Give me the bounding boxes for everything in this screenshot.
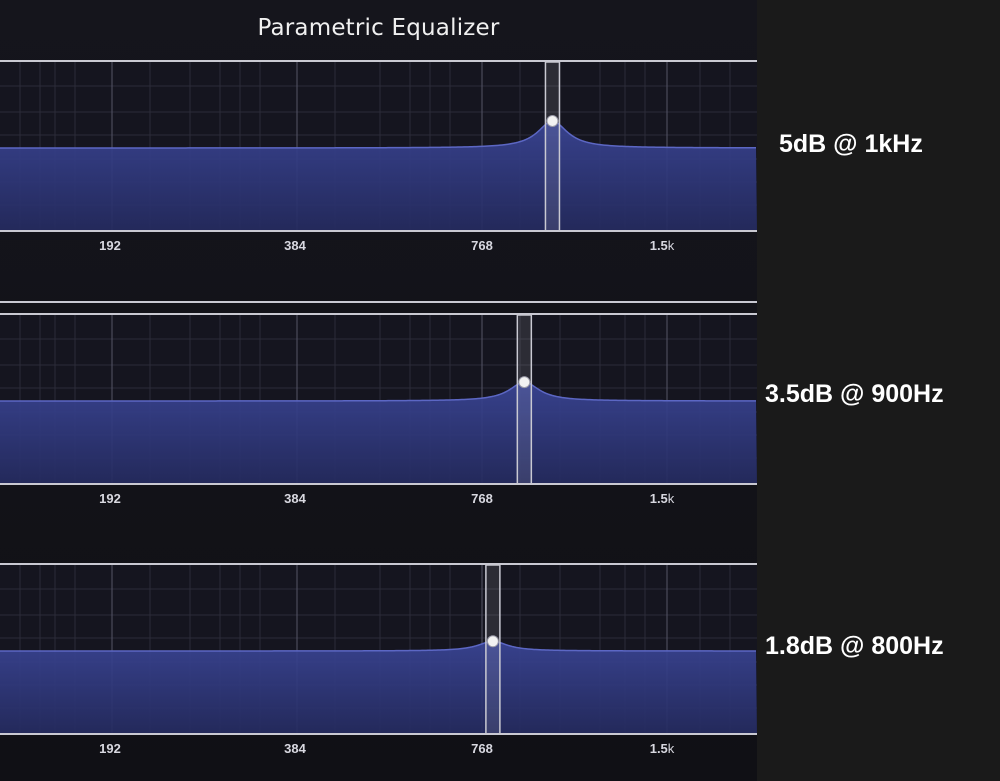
frequency-axis: 192 384 768 1.5k — [0, 485, 757, 515]
freq-tick-value: 192 — [99, 238, 121, 253]
freq-tick-value: 1.5 — [649, 238, 668, 253]
freq-tick-label: 1.5k — [650, 491, 675, 506]
eq-curve-fill — [0, 121, 757, 230]
freq-tick-label: 384 — [284, 491, 306, 506]
freq-tick-label: 192 — [99, 238, 121, 253]
freq-tick-label: 384 — [284, 741, 306, 756]
eq-graph-canvas — [0, 565, 757, 735]
band-selector[interactable] — [516, 315, 533, 485]
eq-graph-canvas — [0, 62, 757, 232]
eq-graph[interactable] — [0, 60, 757, 232]
band-annotation: 5dB @ 1kHz — [779, 130, 923, 158]
band-handle[interactable] — [546, 115, 559, 127]
band-handle[interactable] — [486, 635, 499, 648]
freq-tick-value: 1.5 — [649, 741, 668, 756]
band-selector[interactable] — [485, 565, 501, 735]
freq-tick-label: 768 — [471, 741, 493, 756]
freq-tick-value: 1.5 — [649, 491, 668, 506]
panel-divider — [0, 301, 757, 303]
eq-curve-fill — [0, 382, 757, 483]
eq-curve — [0, 640, 756, 652]
freq-tick-value: 768 — [471, 238, 493, 253]
freq-tick-value: 768 — [471, 491, 493, 506]
freq-tick-unit: k — [667, 491, 675, 506]
window-title: Parametric Equalizer — [257, 15, 500, 41]
band-annotation: 3.5dB @ 900Hz — [765, 380, 944, 408]
frequency-axis: 192 384 768 1.5k — [0, 232, 757, 262]
freq-tick-label: 1.5k — [650, 741, 675, 756]
eq-graph[interactable] — [0, 313, 757, 485]
freq-tick-label: 384 — [284, 238, 306, 253]
freq-tick-label: 192 — [99, 491, 121, 506]
freq-tick-value: 768 — [471, 741, 493, 756]
band-selector[interactable] — [544, 62, 561, 232]
frequency-axis: 192 384 768 1.5k — [0, 735, 757, 765]
freq-tick-value: 384 — [284, 741, 306, 756]
eq-graph-canvas — [0, 315, 757, 485]
eq-graph[interactable] — [0, 563, 757, 735]
eq-curve — [0, 120, 756, 149]
band-handle[interactable] — [518, 376, 531, 389]
freq-tick-unit: k — [667, 238, 675, 253]
freq-tick-value: 384 — [284, 238, 306, 253]
eq-curve — [0, 381, 757, 402]
freq-tick-label: 1.5k — [650, 238, 675, 253]
band-annotation: 1.8dB @ 800Hz — [765, 632, 944, 660]
freq-tick-value: 192 — [99, 491, 121, 506]
freq-tick-unit: k — [667, 741, 675, 756]
eq-curve-fill — [0, 641, 757, 733]
freq-tick-value: 384 — [284, 491, 306, 506]
freq-tick-label: 768 — [471, 238, 493, 253]
freq-tick-label: 768 — [471, 491, 493, 506]
freq-tick-label: 192 — [99, 741, 121, 756]
freq-tick-value: 192 — [99, 741, 121, 756]
